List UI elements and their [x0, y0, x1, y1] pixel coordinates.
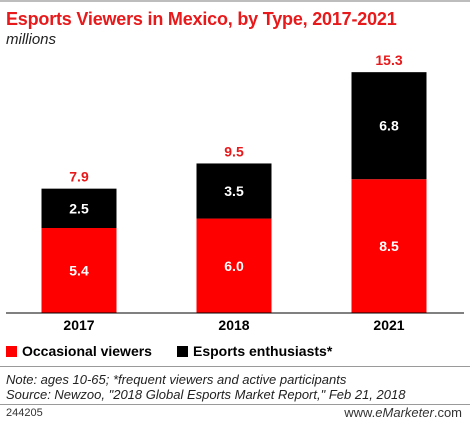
brand-name: eMarketer	[375, 405, 434, 420]
bar-occasional-2018	[196, 218, 272, 313]
separator-line	[0, 366, 470, 367]
total-label-2018: 9.5	[224, 143, 244, 159]
legend-item-enthusiasts: Esports enthusiasts*	[177, 343, 332, 359]
note-line: Note: ages 10-65; *frequent viewers and …	[6, 372, 347, 387]
chart-subtitle: millions	[6, 31, 57, 48]
x-tick-2021: 2021	[373, 317, 404, 333]
footer-separator	[0, 404, 470, 405]
source-line: Source: Newzoo, "2018 Global Esports Mar…	[6, 387, 406, 402]
brand-logo[interactable]: www.eMarketer.com	[344, 405, 462, 420]
legend-item-occasional: Occasional viewers	[6, 343, 152, 359]
data-label-occasional-2021: 8.5	[379, 238, 399, 254]
data-label-enthusiasts-2017: 2.5	[69, 200, 89, 216]
bars-group: 5.4 2.5 7.9 6.0 3.5 9.5 8.5 6.8 15.3	[41, 52, 427, 313]
x-tick-2018: 2018	[218, 317, 249, 333]
notes-block: Note: ages 10-65; *frequent viewers and …	[6, 372, 405, 402]
bar-occasional-2021	[351, 179, 427, 313]
legend-label-enthusiasts: Esports enthusiasts*	[193, 343, 333, 359]
data-label-occasional-2017: 5.4	[69, 263, 89, 279]
bar-enthusiasts-2017	[41, 188, 117, 228]
brand-prefix: www.	[344, 405, 376, 420]
legend-label-occasional: Occasional viewers	[22, 343, 152, 359]
chart-title: Esports Viewers in Mexico, by Type, 2017…	[6, 9, 397, 29]
legend-swatch-occasional	[6, 346, 17, 357]
bar-enthusiasts-2018	[196, 163, 272, 219]
data-label-occasional-2018: 6.0	[224, 258, 244, 274]
data-label-enthusiasts-2021: 6.8	[379, 118, 399, 134]
bar-enthusiasts-2021	[351, 72, 427, 180]
legend-swatch-enthusiasts	[177, 346, 188, 357]
x-tick-labels: 2017 2018 2021	[63, 317, 404, 333]
chart-id: 244205	[6, 407, 43, 419]
stacked-bar-chart: 5.4 2.5 7.9 6.0 3.5 9.5 8.5 6.8 15.3 2017 2018 202…	[6, 52, 464, 333]
x-tick-2017: 2017	[63, 317, 94, 333]
data-label-enthusiasts-2018: 3.5	[224, 183, 244, 199]
brand-suffix: .com	[433, 405, 462, 420]
total-label-2017: 7.9	[69, 169, 89, 185]
top-rule	[0, 0, 470, 2]
total-label-2021: 15.3	[375, 52, 402, 68]
bar-occasional-2017	[41, 228, 117, 313]
